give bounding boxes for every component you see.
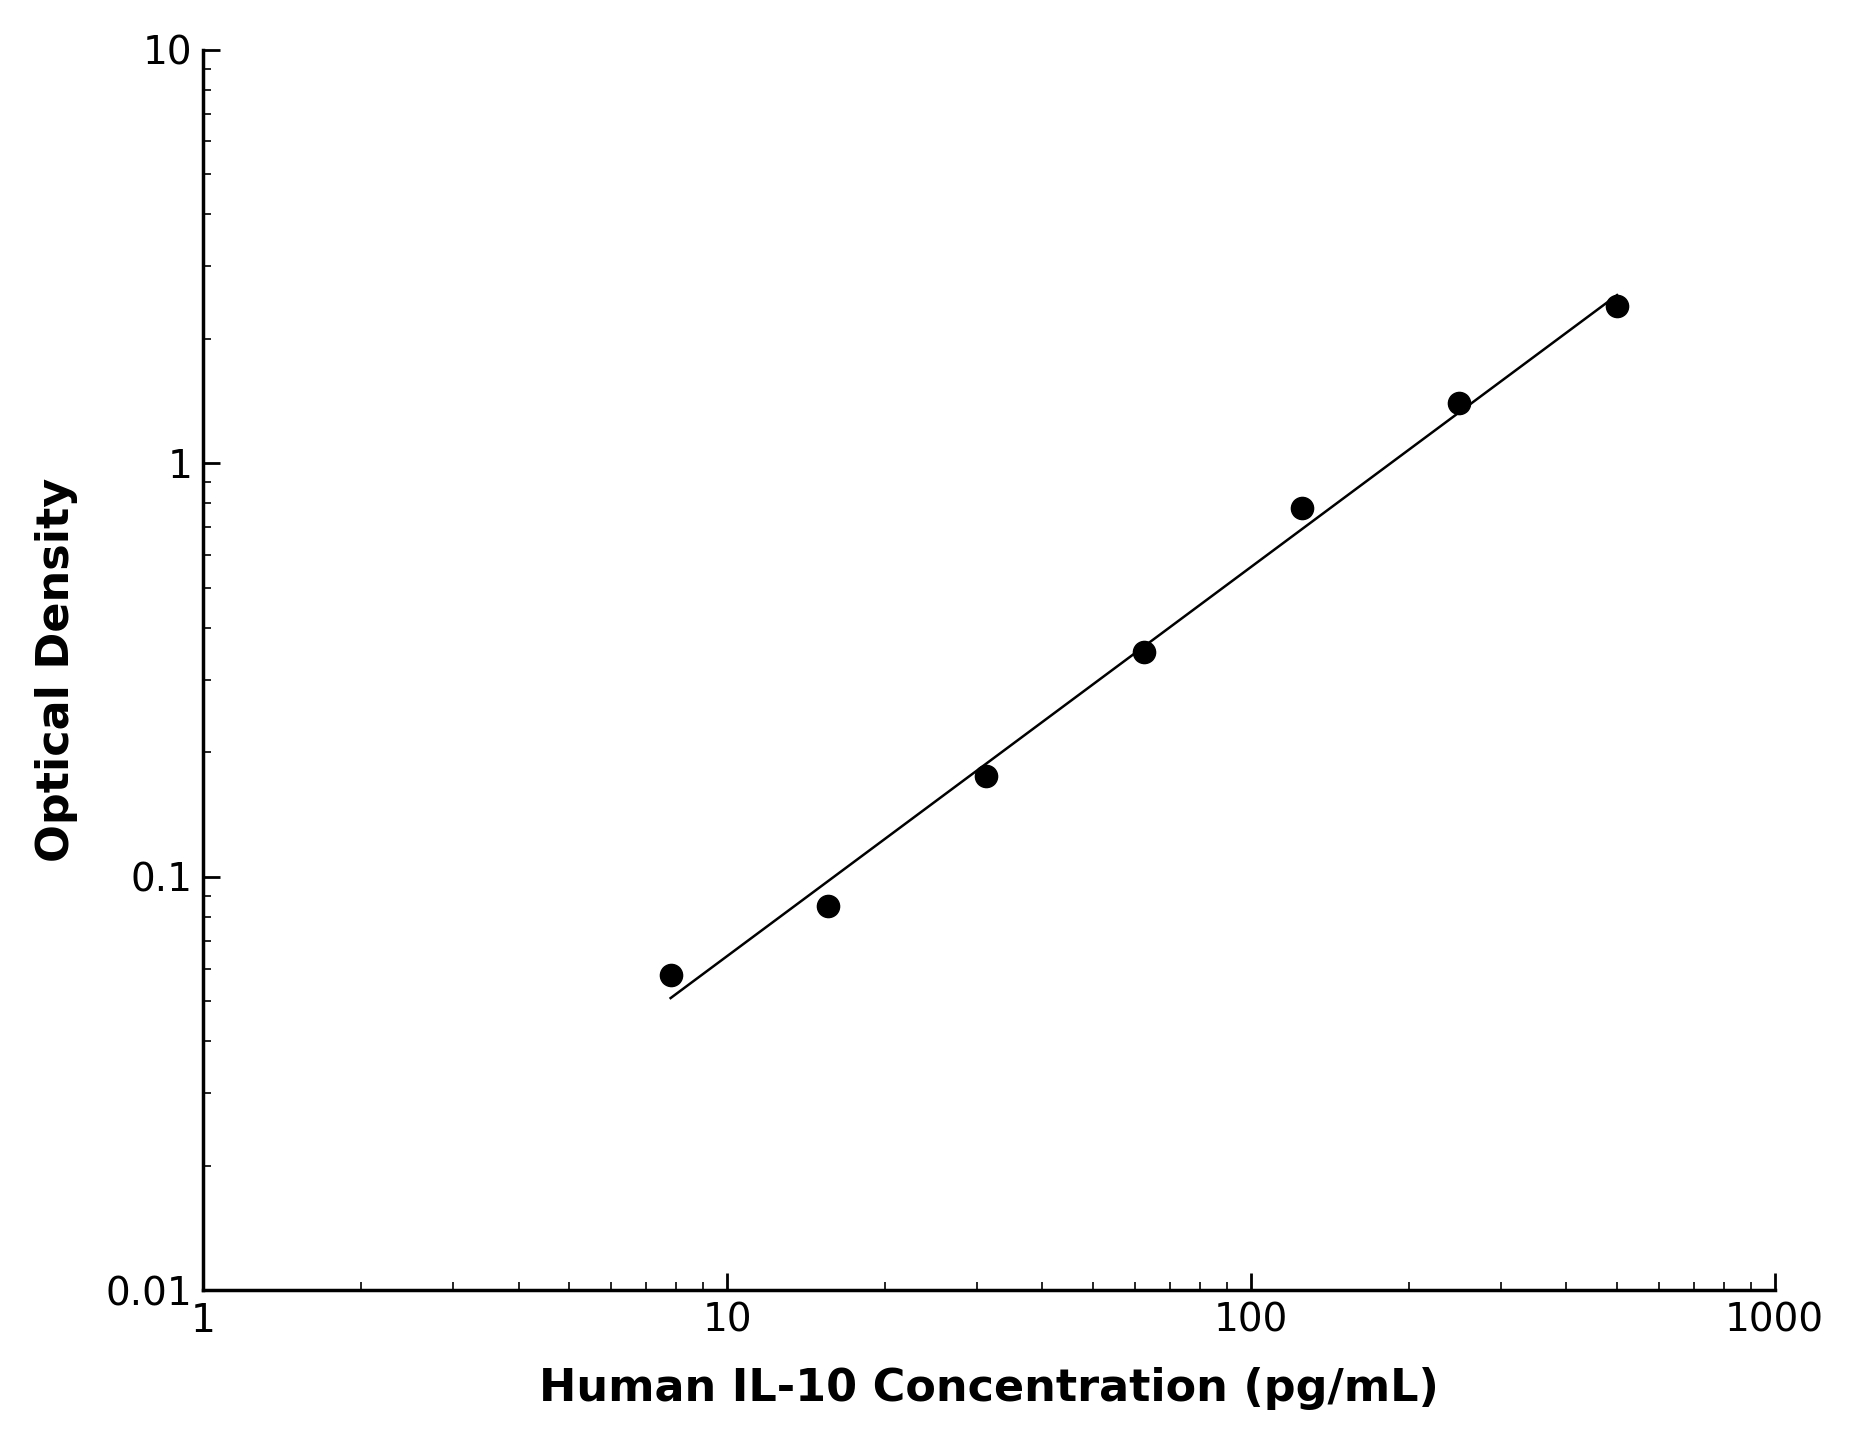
Point — [656, 964, 686, 987]
Point — [814, 894, 844, 918]
Point — [1444, 392, 1474, 415]
Point — [1602, 295, 1632, 318]
Point — [1286, 496, 1316, 519]
Y-axis label: Optical Density: Optical Density — [35, 478, 78, 863]
Point — [972, 764, 1002, 788]
Point — [1128, 640, 1158, 663]
X-axis label: Human IL-10 Concentration (pg/mL): Human IL-10 Concentration (pg/mL) — [539, 1367, 1439, 1410]
